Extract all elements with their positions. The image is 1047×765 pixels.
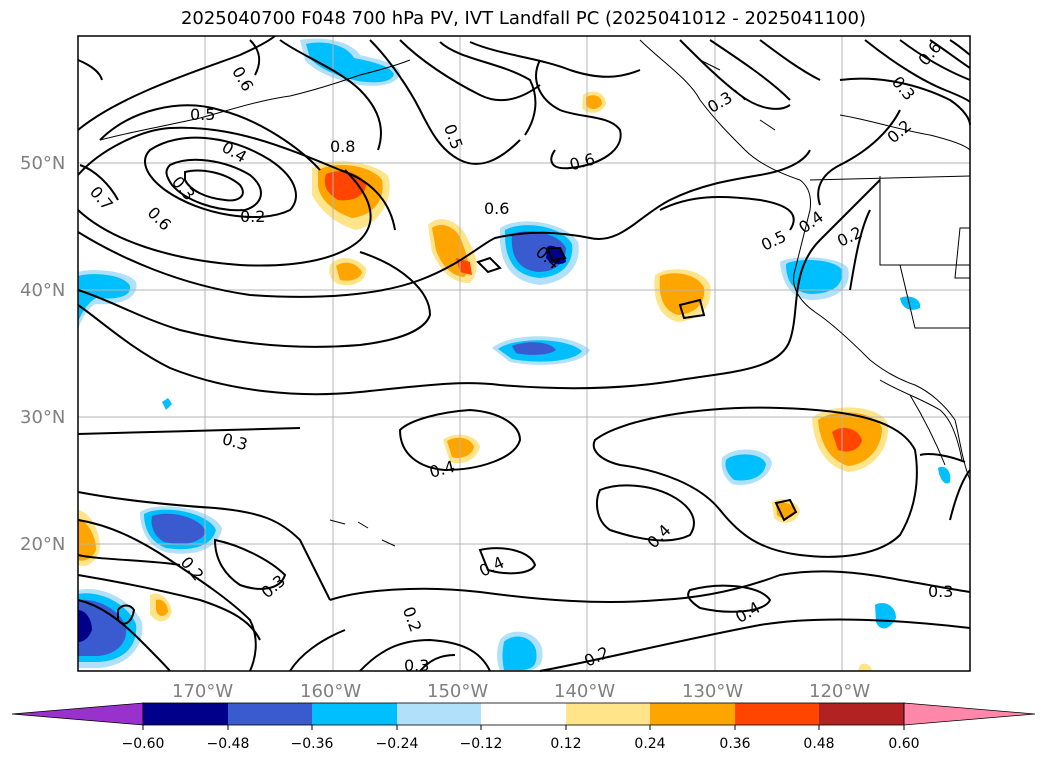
colorbar-tick-label: 0.48 <box>803 736 834 752</box>
colorbar-bin <box>397 703 481 725</box>
colorbar: −0.60 −0.48 −0.36 −0.24 −0.12 0.12 0.24 … <box>11 702 1036 752</box>
lon-label-160w: 160°W <box>300 681 361 702</box>
contour-label: 0.5 <box>190 105 215 124</box>
lon-label-140w: 140°W <box>554 681 615 702</box>
colorbar-bin <box>735 703 819 725</box>
coastlines <box>99 39 971 547</box>
colorbar-tick-label: 0.12 <box>550 736 581 752</box>
colorbar-bin <box>143 703 228 725</box>
map-title: 2025040700 F048 700 hPa PV, IVT Landfall… <box>180 8 867 29</box>
lon-label-150w: 150°W <box>427 681 488 702</box>
contour-label: 0.8 <box>330 137 355 156</box>
lat-label-30n: 30°N <box>20 407 65 428</box>
gridlines <box>78 36 970 671</box>
colorbar-tick-label: 0.60 <box>888 736 919 752</box>
colorbar-tick-label: −0.12 <box>460 736 503 752</box>
colorbar-tick-label: −0.60 <box>122 736 165 752</box>
colorbar-tick-label: −0.24 <box>376 736 419 752</box>
colorbar-tick-label: −0.48 <box>207 736 250 752</box>
colorbar-bin <box>228 703 312 725</box>
contour-label: 0.6 <box>484 199 509 218</box>
colorbar-tick-label: 0.24 <box>634 736 665 752</box>
contour-label: 0.3 <box>404 656 429 675</box>
lon-label-120w: 120°W <box>809 681 870 702</box>
map-panel: 0.6 0.5 0.4 0.3 0.2 0.6 0.7 0.8 0.5 0.6 … <box>77 35 971 675</box>
colorbar-bin <box>481 703 566 725</box>
lat-label-50n: 50°N <box>20 153 65 174</box>
lon-label-170w: 170°W <box>172 681 233 702</box>
lat-label-20n: 20°N <box>20 534 65 555</box>
colorbar-extend-right <box>903 702 1036 726</box>
contour-label: 0.2 <box>240 207 265 226</box>
colorbar-tick-label: 0.36 <box>719 736 750 752</box>
colorbar-bin <box>566 703 650 725</box>
lon-labels: 170°W 160°W 150°W 140°W 130°W 120°W <box>172 681 870 702</box>
lat-labels: 50°N 40°N 30°N 20°N <box>20 153 65 555</box>
lon-label-130w: 130°W <box>682 681 743 702</box>
pv-contours <box>77 35 971 672</box>
lat-label-40n: 40°N <box>20 280 65 301</box>
colorbar-bin <box>650 703 735 725</box>
colorbar-extend-left <box>11 702 144 726</box>
colorbar-bin <box>312 703 397 725</box>
colorbar-tick-label: −0.36 <box>291 736 334 752</box>
contour-label: 0.3 <box>928 582 953 601</box>
colorbar-bin <box>819 703 904 725</box>
